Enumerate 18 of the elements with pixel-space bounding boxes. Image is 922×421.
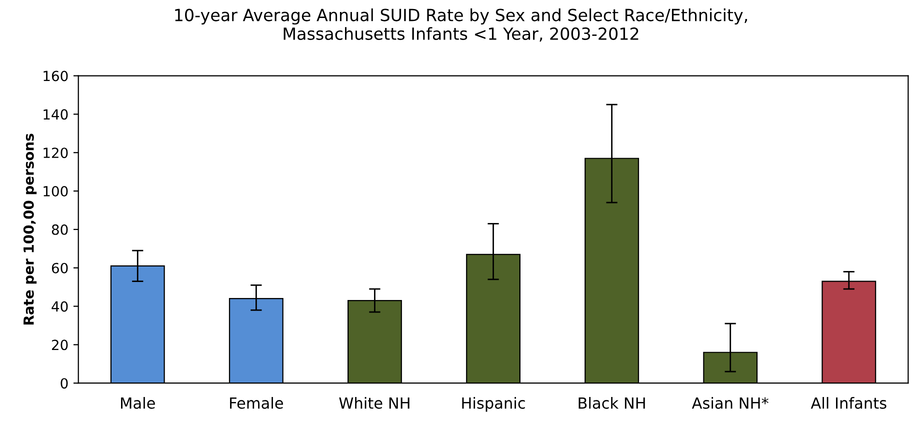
x-tick-label: All Infants <box>810 397 886 409</box>
y-tick-label: 120 <box>44 148 68 158</box>
y-axis-title: Rate per 100,00 persons <box>23 134 37 324</box>
x-tick-label: Male <box>121 397 155 409</box>
y-tick-label: 40 <box>52 301 68 312</box>
y-tick-label: 20 <box>52 340 68 350</box>
y-tick-label: 100 <box>44 186 68 197</box>
x-tick-label: Female <box>230 397 283 409</box>
y-tick-label: 160 <box>44 70 68 82</box>
x-tick-label: White NH <box>339 397 410 409</box>
chart-title: 10-year Average Annual SUID Rate by Sex and Select Race/Ethnicity, Massachusetts Infants <1 Year, 2003-2012 <box>175 8 748 42</box>
y-tick-label: 80 <box>52 224 68 235</box>
x-tick-label: Hispanic <box>462 397 525 412</box>
x-tick-label: Black NH <box>578 397 645 409</box>
y-tick-label: 60 <box>52 262 68 274</box>
x-tick-label: Asian NH* <box>692 397 768 409</box>
y-tick-label: 140 <box>44 109 68 120</box>
y-tick-label: 0 <box>60 378 68 389</box>
